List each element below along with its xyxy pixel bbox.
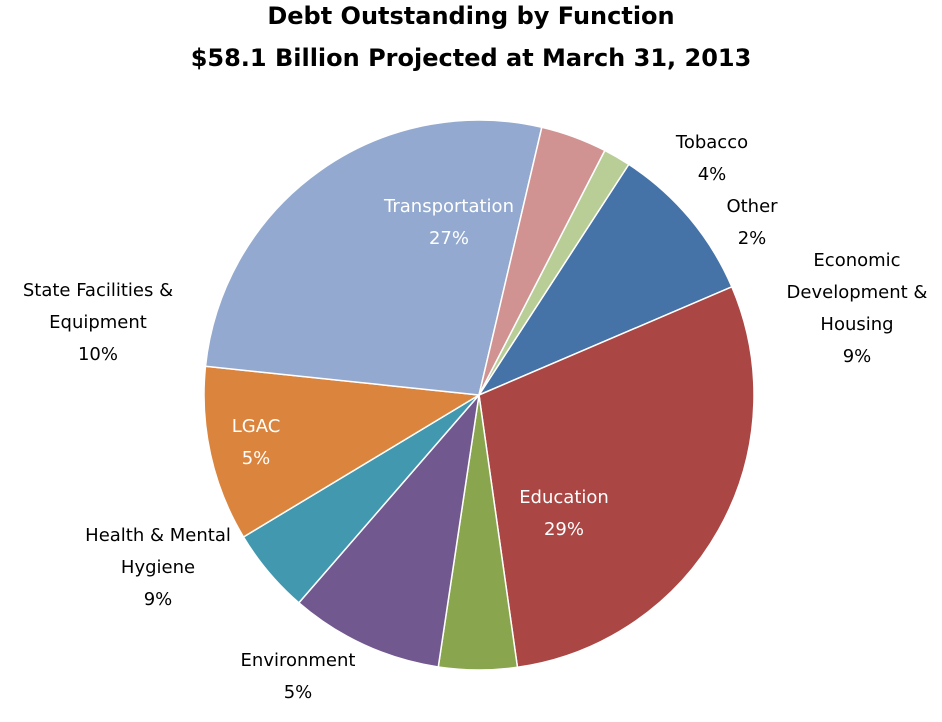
chart-title: Debt Outstanding by Function xyxy=(267,2,675,30)
slice-label-tobacco: Tobacco 4% xyxy=(675,132,748,185)
pie-slice-state-facilities-equipment xyxy=(203,365,482,538)
slice-label-health-mental-hygiene: Health & Mental Hygiene 9% xyxy=(85,525,231,610)
slice-label-education: Education 29% xyxy=(519,487,609,540)
slice-label-economic-development-housing: Economic Development & Housing 9% xyxy=(787,250,928,367)
slice-label-state-facilities-equipment: State Facilities & Equipment 10% xyxy=(23,280,173,365)
pie-slice-education xyxy=(478,285,755,669)
slice-label-environment: Environment 5% xyxy=(241,650,356,703)
pie-slice-economic-development-housing xyxy=(477,163,733,397)
slice-label-lgac: LGAC 5% xyxy=(232,416,281,469)
pie-slice-health-mental-hygiene xyxy=(297,392,481,668)
slice-label-other: Other 2% xyxy=(726,196,778,249)
pie-slice-other xyxy=(478,149,630,396)
slice-label-transportation: Transportation 27% xyxy=(383,196,514,249)
pie-slice-transportation xyxy=(204,119,543,396)
chart-subtitle: $58.1 Billion Projected at March 31, 201… xyxy=(190,44,752,72)
